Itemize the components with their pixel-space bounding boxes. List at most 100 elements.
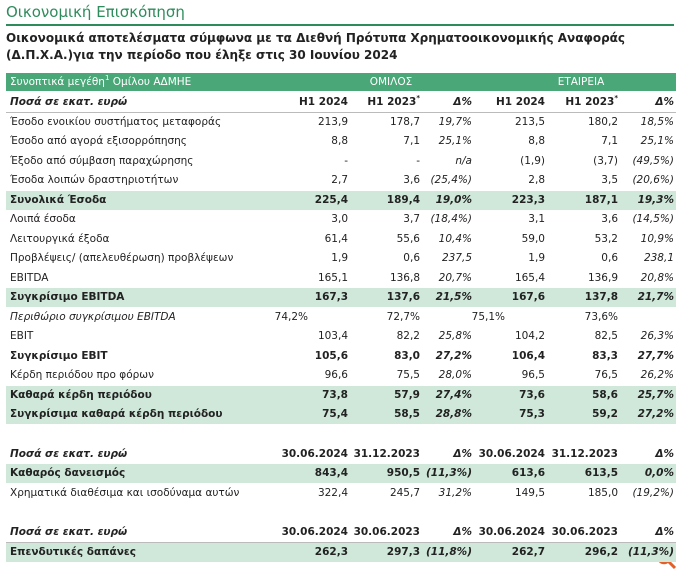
cell: 1,9 <box>331 252 348 264</box>
cell: 19,0% <box>435 193 472 206</box>
cell: 165,1 <box>317 271 348 284</box>
group-label: Συνοπτικά μεγέθη <box>10 76 105 88</box>
cell: 213,5 <box>514 115 545 128</box>
cell: 26,3% <box>640 330 674 342</box>
row-label: Περιθώριο συγκρίσιμου EBITDA <box>10 310 176 323</box>
cell: 75,4 <box>322 408 348 420</box>
subtitle: Οικονομικά αποτελέσματα σύμφωνα με τα Δι… <box>6 31 626 62</box>
column-header-row: Ποσά σε εκατ. ευρώ 30.06.2024 30.06.2023 Δ%… <box>6 523 676 543</box>
table-row: Συνολικά Έσοδα 225,4 189,4 19,0% 223,3 187,1 1… <box>6 190 676 210</box>
group-name: ΕΤΑΙΡΕΙΑ <box>557 76 605 88</box>
table-row: Λοιπά έσοδα 3,0 3,7 (18,4%) 3,1 3,6 (14,5%) <box>6 210 676 229</box>
row-label: Έξοδο από σύμβαση παραχώρησης <box>10 154 194 167</box>
row-label: Έσοδο ενοικίου συστήματος μεταφοράς <box>10 115 222 128</box>
cell: 96,6 <box>324 369 348 381</box>
cell: - <box>416 154 420 167</box>
row-label: Έσοδο από αγορά εξισορρόπησης <box>10 135 187 147</box>
column-header: 30.06.2024 <box>281 526 348 538</box>
cell: 73,6% <box>584 310 618 323</box>
row-label: Έσοδα λοιπών δραστηριοτήτων <box>10 174 179 186</box>
table-row: Έσοδο ενοικίου συστήματος μεταφοράς 213,9… <box>6 113 676 132</box>
table-row: EBIT 103,4 82,2 25,8% 104,2 82,5 26,3% <box>6 327 676 346</box>
cell: 25,1% <box>438 135 472 147</box>
cell: 27,4% <box>435 388 472 401</box>
cell: 3,6 <box>601 213 618 225</box>
cell: 28,8% <box>435 408 472 420</box>
cell: 296,2 <box>584 545 618 558</box>
cell: 57,9 <box>394 388 420 401</box>
row-label: Επενδυτικές δαπάνες <box>10 545 136 558</box>
column-header: 30.06.2023 <box>551 526 618 538</box>
cell: 3,5 <box>601 174 618 186</box>
cell: 3,6 <box>403 174 420 186</box>
row-label: Κέρδη περιόδου προ φόρων <box>10 369 154 381</box>
table-row: Επενδυτικές δαπάνες 262,3 297,3 (11,8%) 262,… <box>6 542 676 562</box>
cell: 262,3 <box>314 545 348 558</box>
cell: 72,7% <box>386 310 420 323</box>
cell: 25,8% <box>438 330 472 342</box>
column-header: Δ% <box>655 526 674 538</box>
column-header: 30.06.2024 <box>478 447 545 460</box>
cell: 136,8 <box>389 271 420 284</box>
cell: 3,0 <box>331 213 348 225</box>
cell: 245,7 <box>389 486 420 499</box>
column-header: Δ% <box>655 96 674 108</box>
cell: (11,3%) <box>627 545 674 558</box>
table-row: Κέρδη περιόδου προ φόρων 96,6 75,5 28,0% 96,… <box>6 366 676 385</box>
cell: 82,2 <box>396 330 420 342</box>
row-label: Συγκρίσιμο EBITDA <box>10 291 125 303</box>
cell: 613,5 <box>584 467 618 479</box>
group-header: Συνοπτικά μεγέθη1 Ομίλου ΑΔΜΗΕ ΟΜΙΛΟΣ ΕΤ… <box>6 73 676 91</box>
cell: (11,3%) <box>425 467 472 479</box>
cell: 10,4% <box>438 232 472 245</box>
footnote-mark: * <box>416 94 420 102</box>
cell: 73,8 <box>322 388 348 401</box>
cell: 19,3% <box>637 193 674 206</box>
cell: 27,2% <box>637 408 674 420</box>
row-label: Καθαρός δανεισμός <box>10 467 126 479</box>
cell: (49,5%) <box>632 154 674 167</box>
column-header-text: H1 2023 <box>565 96 615 108</box>
column-header: H1 2023* <box>565 93 618 112</box>
cell: 0,0% <box>644 467 674 479</box>
table-row: EBITDA 165,1 136,8 20,7% 165,4 136,9 20,8% <box>6 269 676 288</box>
cell: 75,5 <box>396 369 420 381</box>
column-header: Ποσά σε εκατ. ευρώ <box>10 96 128 108</box>
cell: 20,7% <box>438 271 472 284</box>
cell: 262,7 <box>511 545 545 558</box>
cell: 185,0 <box>587 486 618 499</box>
table-row: Συγκρίσιμο EBITDA 167,3 137,6 21,5% 167,6 137… <box>6 288 676 307</box>
table-row: Προβλέψεις/ (απελευθέρωση) προβλέψεων 1,9… <box>6 249 676 268</box>
column-header: H1 2024 <box>496 96 545 108</box>
cell: (1,9) <box>520 154 545 167</box>
cell: 189,4 <box>386 193 420 206</box>
cell: 149,5 <box>514 486 545 499</box>
cell: 59,2 <box>592 408 618 420</box>
cell: 7,1 <box>601 135 618 147</box>
cell: (11,8%) <box>425 545 472 558</box>
cell: 26,2% <box>640 369 674 381</box>
cell: 75,1% <box>471 310 505 323</box>
cell: 31,2% <box>438 486 472 499</box>
cell: 950,5 <box>386 467 420 479</box>
cell: (14,5%) <box>632 213 674 225</box>
cell: 165,4 <box>514 271 545 284</box>
cell: 83,3 <box>592 349 618 362</box>
group-name: ΟΜΙΛΟΣ <box>369 76 413 88</box>
cell: n/a <box>455 154 472 167</box>
cell: (19,2%) <box>632 486 674 499</box>
column-header: 30.06.2024 <box>281 447 348 460</box>
cell: 137,6 <box>386 291 420 303</box>
cell: 8,8 <box>331 135 348 147</box>
cell: 96,5 <box>521 369 545 381</box>
cell: 59,0 <box>521 232 545 245</box>
cell: 61,4 <box>324 232 348 245</box>
column-header: Δ% <box>453 96 472 108</box>
row-label: Καθαρά κέρδη περιόδου <box>10 388 152 401</box>
table-row: Συγκρίσιμα καθαρά κέρδη περιόδου 75,4 58,5… <box>6 405 676 424</box>
row-label: EBIT <box>10 330 34 342</box>
table-row: Έσοδο από αγορά εξισορρόπησης 8,8 7,1 25,1%… <box>6 132 676 151</box>
table-row: Καθαρός δανεισμός 843,4 950,5 (11,3%) 613,6 6… <box>6 464 676 483</box>
cell: (3,7) <box>593 154 618 167</box>
